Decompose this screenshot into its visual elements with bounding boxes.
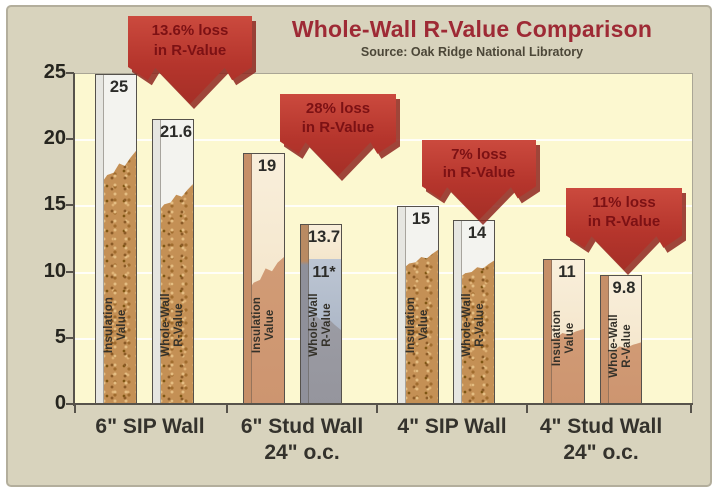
category-label: 4" SIP Wall (397, 415, 507, 438)
bar-value-label: 15 (411, 210, 431, 228)
bar-series-label: Insulation Value (544, 276, 584, 400)
bar-value-label: 13.7 (308, 228, 341, 246)
bar-series-label-text: Insulation Value (250, 296, 276, 354)
bar-highlight-strip (544, 260, 552, 404)
bar-series-label-text: Insulation Value (102, 296, 128, 354)
bar-series-label-text: Insulation Value (404, 296, 430, 354)
y-axis-tick-label: 5 (54, 325, 66, 348)
loss-callout-line2: in R-Value (587, 212, 661, 230)
gridline (75, 205, 692, 208)
bar-value-label: 25 (109, 78, 129, 96)
bar-series-label: Insulation Value (96, 250, 136, 400)
bar-secondary-value-label: 11* (312, 264, 336, 281)
y-axis-tick-label: 20 (43, 127, 66, 150)
bar-whole-wall-r-value: 9.8 Whole-Wall R-Value (600, 275, 642, 405)
bar-series-label-text: Whole-Wall R-Value (159, 293, 185, 357)
loss-callout-line2: in R-Value (153, 42, 227, 60)
gridline (75, 337, 692, 340)
category-label: 4" Stud Wall 24" o.c. (539, 415, 663, 465)
bar-series-label: Whole-Wall R-Value (153, 250, 193, 400)
bar-value-label: 21.6 (160, 123, 193, 141)
bar-whole-wall-r-value: 13.7 11* Whole-Wall R-Value (300, 224, 342, 405)
bar-series-label: Whole-Wall R-Value (301, 250, 341, 400)
bar-series-label-text: Whole-Wall R-Value (607, 314, 633, 378)
bar-insulation-value: 15 Insulation Value (397, 206, 439, 405)
loss-callout-line1: 7% loss (451, 145, 507, 163)
y-axis-tick (66, 72, 74, 74)
x-axis-tick (376, 405, 378, 413)
bar-value-label: 11 (558, 263, 576, 281)
loss-callout-line1: 13.6% loss (151, 22, 229, 40)
x-axis-tick (690, 405, 692, 413)
chart-title: Whole-Wall R-Value Comparison (291, 16, 653, 42)
y-axis-tick (66, 138, 74, 141)
loss-callout-line2: in R-Value (442, 164, 516, 181)
bar-value-label: 14 (467, 224, 487, 242)
category-label: 6" SIP Wall (95, 415, 205, 438)
loss-callout-line2: in R-Value (301, 118, 375, 136)
bar-value-label: 19 (257, 157, 277, 175)
y-axis-tick (66, 336, 74, 339)
loss-callout-line1: 28% loss (305, 99, 371, 117)
bar-highlight-strip (398, 207, 406, 404)
bar-insulation-value: 25 Insulation Value (95, 74, 137, 405)
x-axis-tick (226, 405, 228, 413)
y-axis-tick (66, 204, 74, 207)
bar-series-label-text: Insulation Value (550, 309, 576, 367)
x-axis-tick (526, 405, 528, 413)
bar-series-label: Whole-Wall R-Value (454, 250, 494, 400)
x-axis-tick (74, 405, 76, 413)
bar-highlight-strip (601, 276, 609, 404)
bar-series-label: Insulation Value (398, 250, 438, 400)
y-axis-tick-label: 10 (43, 259, 66, 282)
bar-whole-wall-r-value: 14 Whole-Wall R-Value (453, 220, 495, 405)
y-axis-tick (66, 403, 74, 405)
bar-series-label: Insulation Value (244, 250, 284, 400)
y-axis-tick (66, 270, 74, 273)
bar-highlight-strip (454, 221, 462, 404)
x-axis-line (73, 403, 693, 405)
gridline (75, 271, 692, 274)
bar-series-label-text: Whole-Wall R-Value (307, 293, 333, 357)
bar-highlight-strip (244, 154, 252, 404)
y-axis-tick-label: 0 (54, 392, 66, 414)
y-axis-line (73, 73, 75, 406)
y-axis-tick-label: 25 (43, 61, 66, 83)
bar-series-label-text: Whole-Wall R-Value (460, 293, 486, 357)
bar-whole-wall-r-value: 21.6 Whole-Wall R-Value (152, 119, 194, 405)
bar-value-label: 9.8 (612, 279, 636, 297)
bar-highlight-strip (153, 120, 161, 404)
y-axis-tick-label: 15 (43, 193, 66, 216)
bar-highlight-strip (301, 225, 309, 404)
loss-callout-line1: 11% loss (592, 193, 656, 211)
category-label: 6" Stud Wall 24" o.c. (240, 415, 364, 465)
bar-series-label: Whole-Wall R-Value (601, 292, 641, 400)
bar-highlight-strip (96, 75, 104, 404)
bar-insulation-value: 19 Insulation Value (243, 153, 285, 405)
bar-insulation-value: 11 Insulation Value (543, 259, 585, 405)
chart-source-subtitle: Source: Oak Ridge National Libratory (360, 45, 584, 59)
